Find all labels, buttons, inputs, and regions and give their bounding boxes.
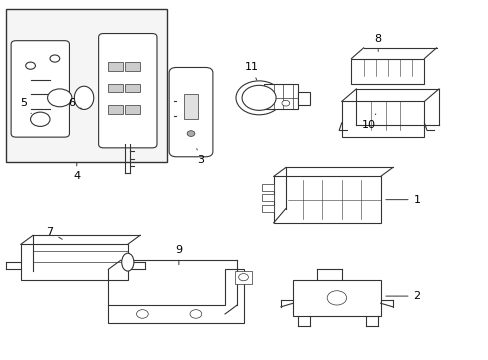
Bar [108, 84, 122, 93]
Circle shape [136, 310, 148, 318]
FancyBboxPatch shape [341, 102, 424, 137]
Circle shape [26, 62, 35, 69]
Text: 1: 1 [385, 195, 420, 204]
Ellipse shape [326, 291, 346, 305]
Text: 8: 8 [374, 34, 381, 51]
FancyBboxPatch shape [11, 41, 69, 137]
Bar [264, 84, 297, 109]
Ellipse shape [74, 86, 94, 109]
Circle shape [190, 310, 201, 318]
Ellipse shape [242, 85, 276, 111]
Circle shape [30, 112, 50, 126]
FancyBboxPatch shape [169, 67, 212, 157]
FancyBboxPatch shape [99, 33, 157, 148]
Bar [261, 184, 273, 191]
Circle shape [50, 55, 60, 62]
Circle shape [187, 131, 195, 136]
Text: 3: 3 [196, 149, 204, 165]
Bar [261, 205, 273, 212]
Text: 10: 10 [361, 114, 375, 130]
Bar [125, 62, 140, 71]
Polygon shape [108, 269, 244, 323]
Text: 9: 9 [175, 245, 182, 265]
Ellipse shape [122, 253, 134, 271]
Text: 6: 6 [68, 98, 81, 109]
Text: 5: 5 [20, 98, 31, 113]
Bar [6, 9, 166, 162]
Bar [183, 94, 198, 119]
Bar [125, 105, 140, 114]
Circle shape [47, 89, 72, 107]
Text: 11: 11 [244, 63, 258, 80]
FancyBboxPatch shape [351, 59, 424, 84]
Bar [292, 280, 380, 316]
Text: 2: 2 [385, 291, 420, 301]
Circle shape [282, 100, 289, 106]
Text: 7: 7 [46, 227, 62, 239]
Bar [273, 176, 380, 223]
Bar [297, 93, 309, 105]
Bar [108, 105, 122, 114]
Circle shape [238, 274, 248, 281]
Bar [21, 244, 127, 280]
Bar [108, 62, 122, 71]
Bar [261, 194, 273, 202]
Text: 4: 4 [73, 163, 80, 181]
Ellipse shape [236, 81, 282, 115]
Bar [234, 271, 251, 284]
Bar [125, 84, 140, 93]
